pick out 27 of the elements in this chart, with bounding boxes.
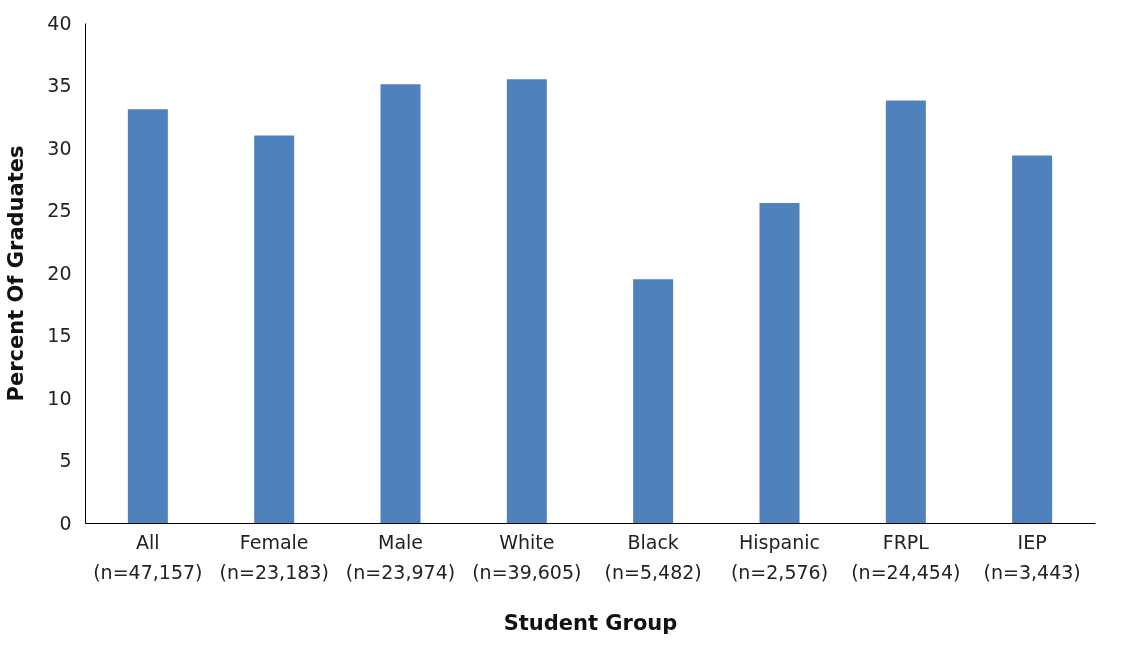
bar — [127, 109, 168, 523]
x-tick-label: Male (n=23,974) — [345, 530, 456, 583]
y-tick-label: 35 — [47, 74, 72, 96]
y-tick-label: 15 — [47, 324, 72, 346]
x-tick-label: Hispanic (n=2,576) — [730, 530, 829, 583]
x-tick-label: All (n=47,157) — [93, 530, 203, 583]
x-tick-label: White (n=39,605) — [472, 530, 582, 583]
bar — [759, 203, 800, 523]
bar — [885, 100, 926, 523]
y-tick-label: 20 — [47, 261, 72, 284]
y-tick-label: 5 — [59, 449, 72, 471]
x-tick-label: IEP (n=3,443) — [983, 530, 1081, 583]
y-tick-label: 10 — [47, 386, 72, 409]
y-tick-label: 25 — [47, 199, 72, 221]
bar — [506, 79, 547, 523]
bar — [633, 279, 674, 523]
x-tick-label: FRPL (n=24,454) — [851, 530, 961, 583]
y-tick-label: 40 — [47, 11, 72, 34]
y-tick-label: 30 — [47, 136, 72, 159]
x-axis-title: Student Group — [503, 610, 678, 635]
bar — [380, 84, 421, 523]
y-axis-title: Percent Of Graduates — [4, 145, 29, 402]
y-tick-label: 0 — [59, 511, 72, 534]
x-tick-label: Female (n=23,183) — [219, 530, 329, 583]
x-tick-label: Black (n=5,482) — [604, 530, 702, 583]
bar — [254, 135, 295, 523]
bar — [1012, 155, 1053, 523]
